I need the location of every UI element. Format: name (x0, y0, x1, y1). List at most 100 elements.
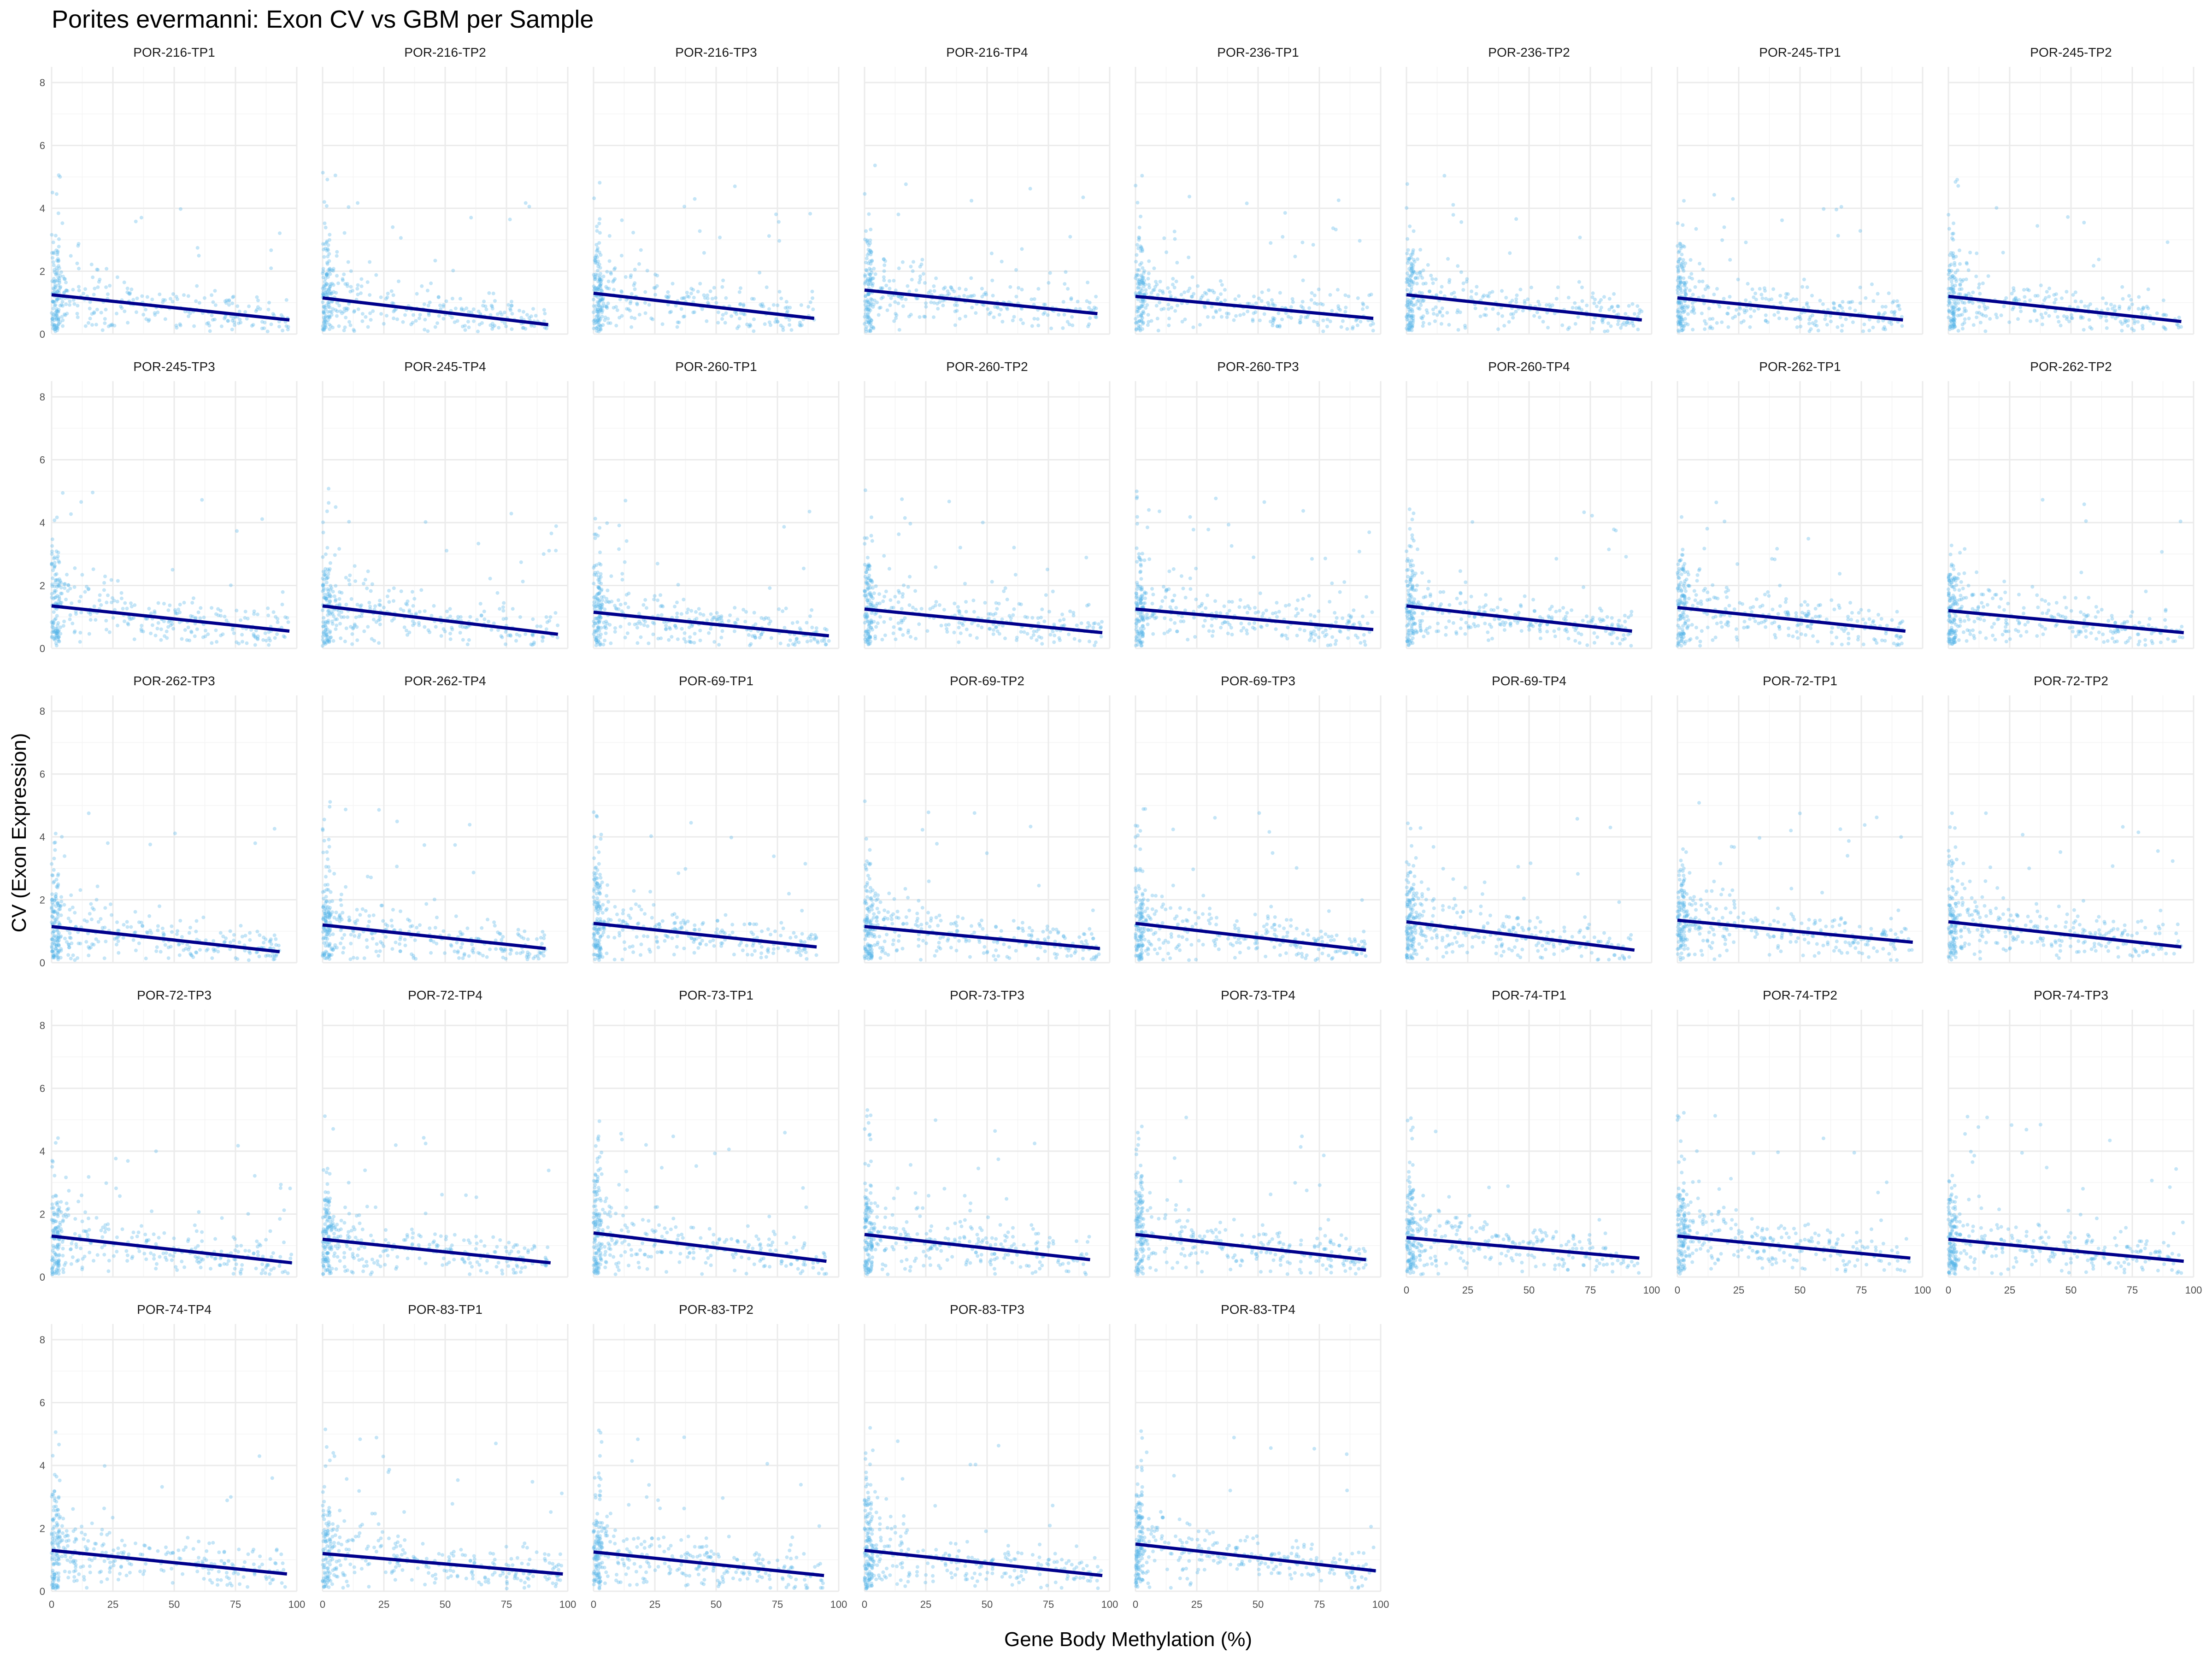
data-point (269, 322, 273, 326)
data-point (328, 233, 332, 237)
data-point (477, 541, 481, 546)
data-point (322, 311, 326, 315)
data-point (1818, 299, 1822, 303)
data-point (1186, 289, 1190, 293)
data-point (97, 598, 101, 602)
data-point (655, 284, 659, 288)
data-point (719, 614, 724, 618)
data-point (1682, 276, 1686, 280)
data-point (1312, 639, 1317, 643)
data-point (529, 314, 533, 318)
data-point (688, 635, 692, 639)
data-point (592, 566, 596, 570)
data-point (426, 628, 430, 632)
data-point (1406, 305, 1410, 309)
data-point (1708, 324, 1712, 329)
data-point (676, 582, 680, 587)
data-point (991, 294, 995, 298)
data-point (453, 306, 458, 311)
data-point (1703, 319, 1707, 323)
data-point (1137, 291, 1141, 295)
data-point (599, 604, 603, 608)
data-point (1684, 321, 1688, 325)
data-point (2042, 298, 2046, 302)
data-point (2118, 320, 2123, 324)
data-point (1158, 280, 1162, 284)
data-point (91, 275, 95, 279)
data-point (598, 231, 602, 235)
data-point (767, 307, 771, 311)
data-point (256, 299, 260, 302)
data-point (329, 584, 333, 588)
data-point (349, 285, 353, 289)
data-point (1683, 317, 1687, 321)
data-point (391, 293, 395, 297)
facet-panel: POR-216-TP3 (592, 45, 840, 335)
data-point (1063, 282, 1067, 286)
data-point (200, 498, 204, 502)
data-point (1219, 625, 1223, 629)
data-point (497, 326, 501, 330)
data-point (448, 631, 452, 635)
data-point (987, 612, 991, 616)
data-point (423, 625, 427, 629)
data-point (347, 520, 351, 524)
data-point (673, 624, 677, 628)
data-point (1061, 326, 1065, 330)
data-point (62, 277, 66, 281)
data-point (1040, 607, 1044, 612)
data-point (1951, 231, 1955, 235)
scatter-points (321, 171, 550, 334)
data-point (664, 624, 668, 628)
data-point (323, 324, 327, 327)
data-point (504, 642, 507, 646)
data-point (1789, 299, 1793, 303)
data-point (1711, 317, 1715, 321)
data-point (893, 300, 897, 304)
data-point (2007, 320, 2012, 324)
data-point (1064, 270, 1068, 274)
scatter-points (50, 173, 290, 334)
data-point (348, 573, 352, 577)
data-point (79, 611, 83, 615)
data-point (604, 631, 608, 635)
data-point (1691, 293, 1695, 297)
data-point (2056, 315, 2060, 319)
data-point (953, 601, 957, 606)
data-point (1317, 635, 1321, 639)
data-point (880, 637, 884, 641)
data-point (83, 324, 88, 328)
data-point (166, 608, 171, 612)
data-point (1201, 624, 1206, 628)
data-point (1186, 637, 1190, 641)
data-point (1057, 313, 1061, 317)
data-point (368, 293, 372, 297)
data-point (509, 308, 512, 312)
data-point (50, 552, 54, 556)
data-point (901, 592, 905, 596)
data-point (1951, 289, 1955, 293)
data-point (1044, 593, 1048, 597)
data-point (866, 619, 870, 624)
data-point (335, 274, 339, 278)
data-point (1270, 298, 1274, 302)
data-point (597, 222, 601, 225)
data-point (863, 303, 867, 307)
data-point (598, 578, 602, 582)
data-point (1271, 324, 1275, 328)
data-point (1977, 305, 1982, 309)
data-point (932, 289, 936, 293)
data-point (891, 631, 895, 635)
data-point (353, 564, 357, 568)
data-point (231, 294, 235, 299)
data-point (55, 289, 59, 293)
data-point (1300, 300, 1305, 304)
data-point (1039, 636, 1043, 640)
data-point (76, 315, 80, 319)
data-point (1892, 299, 1896, 303)
data-point (1994, 206, 1999, 210)
data-point (1424, 308, 1429, 312)
data-point (1158, 300, 1162, 305)
data-point (887, 567, 891, 571)
data-point (441, 317, 446, 321)
